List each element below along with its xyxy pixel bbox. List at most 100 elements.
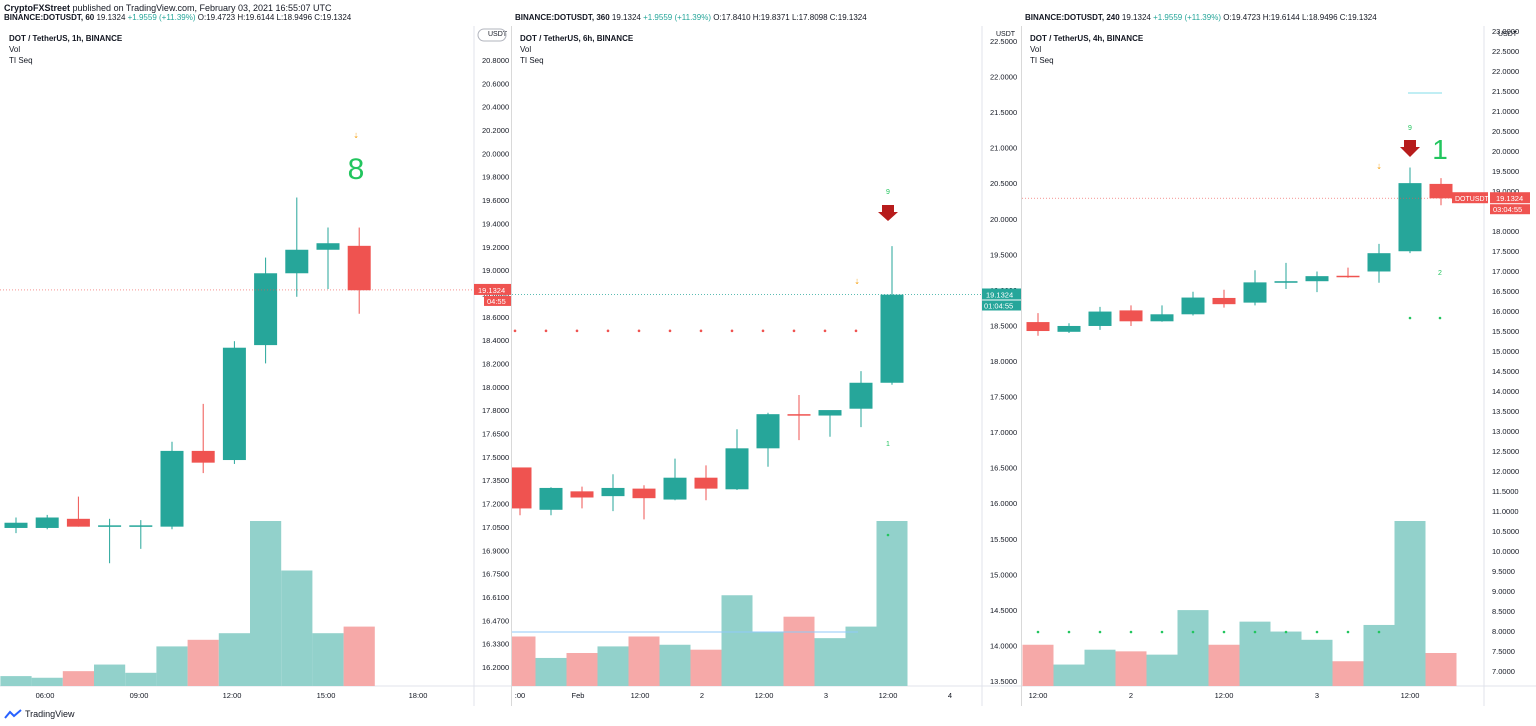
last-price-label: 19.1324 [1496,194,1523,203]
price-axis-tick: 18.0000 [1492,227,1519,236]
td-marker: ⇣ [854,278,860,286]
candle-body [880,294,904,383]
volume-bar [250,521,282,686]
candle-body [787,414,811,416]
price-axis-tick: 19.5000 [990,250,1017,259]
pane-divider[interactable] [1021,26,1022,706]
td-setup-dot [1346,630,1350,634]
td-setup-dot [730,329,734,333]
pane-2-price: 19.1324 [611,13,641,22]
publisher-name[interactable]: CryptoFXStreet [4,3,71,13]
volume-bar [1363,624,1395,686]
pane-2-legend-main[interactable]: DOT / TetherUS, 6h, BINANCE [520,34,634,43]
pane-1-legend-vol[interactable]: Vol [9,45,21,54]
pane-3-legend-ti[interactable]: TI Seq [1030,56,1054,65]
td-setup-dot [513,329,517,333]
td-count-top: 9 [1408,125,1412,132]
volume-bar [1146,654,1178,686]
price-axis-tick: 15.0000 [1492,347,1519,356]
candle-body [1367,253,1391,272]
volume-bar [1208,644,1240,686]
price-axis-tick: 17.5000 [482,453,509,462]
td-setup-dot [1377,630,1381,634]
tradingview-footer: TradingView [4,709,75,719]
td-setup-dot [1191,630,1195,634]
volume-bar [1270,631,1302,686]
pane-1-legend-main[interactable]: DOT / TetherUS, 1h, BINANCE [9,34,123,43]
price-axis-tick: 17.2000 [482,500,509,509]
volume-bar [31,677,63,686]
volume-bar [1084,649,1116,686]
sell-arrow-icon [1400,140,1420,157]
candle-body [1243,282,1267,303]
price-axis-tick: 21.0000 [990,144,1017,153]
pane-3-symbol: BINANCE:DOTUSDT, 240 [1025,13,1120,22]
time-axis-tick: 12:00 [755,691,774,700]
price-axis-tick: 20.0000 [1492,147,1519,156]
price-axis-tick: 22.5000 [990,37,1017,46]
pane-3-legend-vol[interactable]: Vol [1030,45,1042,54]
volume-bar [628,636,660,686]
price-axis-tick: 19.0000 [1492,187,1519,196]
pane-divider[interactable] [511,26,512,706]
volume-bar [512,636,536,686]
chart-pane-1[interactable]: USDT 20.8000 20.6000 20.4000 20.2000 20.0000 1… [0,26,512,706]
volume-bar [218,633,250,686]
td-setup-dot [544,329,548,333]
candle-body [160,450,184,527]
price-axis-tick: 13.5000 [990,677,1017,686]
pane-2-legend-vol[interactable]: Vol [520,45,532,54]
candle-body [316,243,340,250]
price-axis-tick: 16.5000 [990,464,1017,473]
candle-body [818,410,842,416]
candle-body [1429,183,1453,199]
ticker-label: DOTUSDT [1455,196,1490,203]
candle-body [1026,322,1050,332]
candle-body [1398,183,1422,252]
time-axis-tick: 3 [1315,691,1319,700]
pane-1-legend-ti[interactable]: TI Seq [9,56,33,65]
volume-bar [752,631,784,686]
countdown-label: 01:04:55 [984,301,1013,310]
price-axis-tick: 21.5000 [990,108,1017,117]
td-sequential-count: 8 [348,153,365,186]
price-axis-tick: 20.2000 [482,126,509,135]
pane-3-title: BINANCE:DOTUSDT, 240 19.1324 +1.9559 (+1… [1025,13,1377,22]
volume-bar [1053,664,1085,686]
price-axis-tick: 17.5000 [1492,247,1519,256]
price-axis-tick: 7.5000 [1492,647,1515,656]
pane-2-change: +1.9559 (+11.39%) [643,13,711,22]
td-count-mid: 2 [1438,270,1442,277]
price-axis-tick: 21.5000 [1492,87,1519,96]
td-setup-dot [1036,630,1040,634]
price-axis-tick: 20.4000 [482,103,509,112]
volume-bar [94,664,126,686]
price-axis-tick: 20.6000 [482,79,509,88]
volume-bar [125,672,157,686]
candle-body [4,522,28,528]
td-setup-dot [606,329,610,333]
price-axis-tick: 15.0000 [990,570,1017,579]
candle-body [191,450,215,463]
last-price-label: 19.1324 [986,290,1013,299]
time-axis-tick: 12:00 [1401,691,1420,700]
pane-2-legend-ti[interactable]: TI Seq [520,56,544,65]
last-price-badge [982,288,1022,300]
pane-3-legend-main[interactable]: DOT / TetherUS, 4h, BINANCE [1030,34,1144,43]
candle-body [1057,325,1081,332]
price-axis-tick: 10.0000 [1492,547,1519,556]
publish-header: CryptoFXStreet published on TradingView.… [4,3,332,13]
publish-info: published on TradingView.com, February 0… [72,3,332,13]
price-axis-tick: 17.3500 [482,476,509,485]
ticker-badge [1452,192,1488,204]
volume-bar [783,616,815,686]
volume-bar [62,671,94,686]
tradingview-brand[interactable]: TradingView [25,709,75,719]
countdown-badge [982,300,1022,311]
price-axis-tick: 15.5000 [990,535,1017,544]
td-setup-dot [1438,316,1442,320]
price-axis-tick: 20.0000 [990,215,1017,224]
volume-bar [1394,521,1426,686]
